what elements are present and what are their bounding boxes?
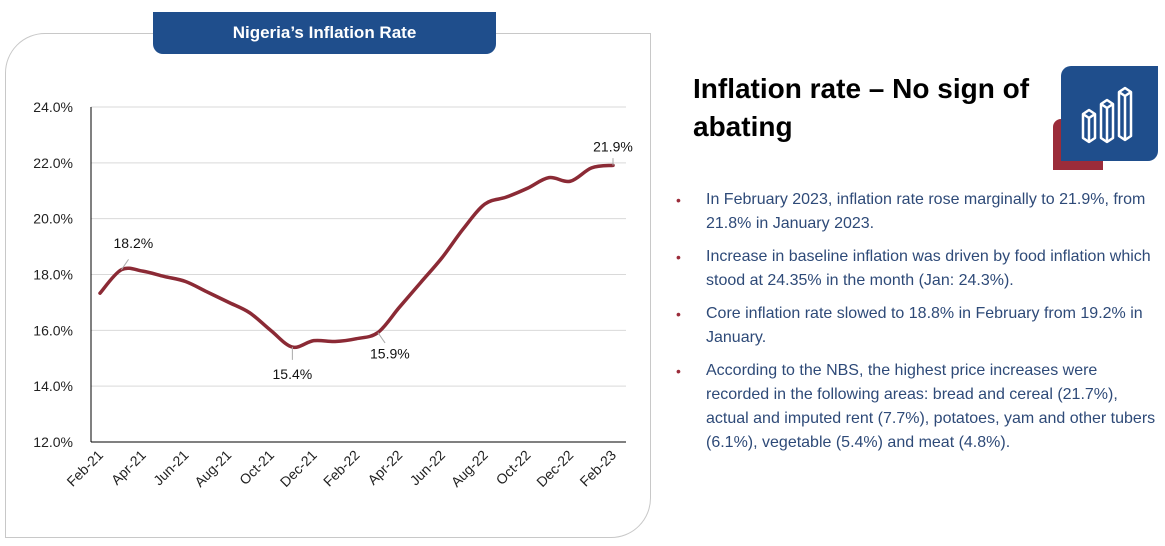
y-tick-label: 24.0% [33,99,73,115]
x-tick-label: Jun-22 [407,447,449,489]
y-tick-label: 22.0% [33,155,73,171]
bullet-item: Core inflation rate slowed to 18.8% in F… [676,302,1156,350]
x-tick-label: Feb-21 [63,447,106,490]
x-tick-label: Feb-23 [576,447,619,490]
data-label: 15.9% [370,346,410,362]
inflation-line-chart: 12.0% 14.0% 16.0% 18.0% 20.0% 22.0% 24.0% Feb-2… [33,99,633,490]
y-tick-label: 12.0% [33,434,73,450]
y-tick-label: 14.0% [33,378,73,394]
x-tick-label: Dec-21 [277,447,320,490]
inflation-series-line [98,163,615,350]
bullet-list: In February 2023, inflation rate rose ma… [676,188,1156,464]
x-tick-label: Oct-21 [236,447,277,488]
data-label-leader [120,259,129,271]
data-label: 18.2% [114,235,154,251]
data-label: 15.4% [273,366,313,382]
x-tick-label: Oct-22 [493,447,534,488]
y-tick-label: 18.0% [33,267,73,283]
bullet-item: Increase in baseline inflation was drive… [676,245,1156,293]
x-tick-label: Apr-22 [364,447,405,488]
data-label-leader [377,332,386,344]
y-tick-label: 16.0% [33,322,73,338]
bullet-item: In February 2023, inflation rate rose ma… [676,188,1156,236]
chart-title: Nigeria’s Inflation Rate [153,12,496,54]
data-label: 21.9% [593,138,633,154]
bar-chart-icon [1061,66,1158,161]
x-tick-label: Feb-22 [320,447,363,490]
panel-title: Inflation rate – No sign of abating [693,73,1030,142]
y-tick-label: 20.0% [33,211,73,227]
x-tick-label: Apr-21 [108,447,149,488]
x-tick-label: Jun-21 [150,447,192,489]
bullet-item: According to the NBS, the highest price … [676,359,1156,455]
x-tick-label: Aug-22 [448,447,491,490]
x-tick-label: Dec-22 [533,447,576,490]
x-tick-label: Aug-21 [191,447,234,490]
